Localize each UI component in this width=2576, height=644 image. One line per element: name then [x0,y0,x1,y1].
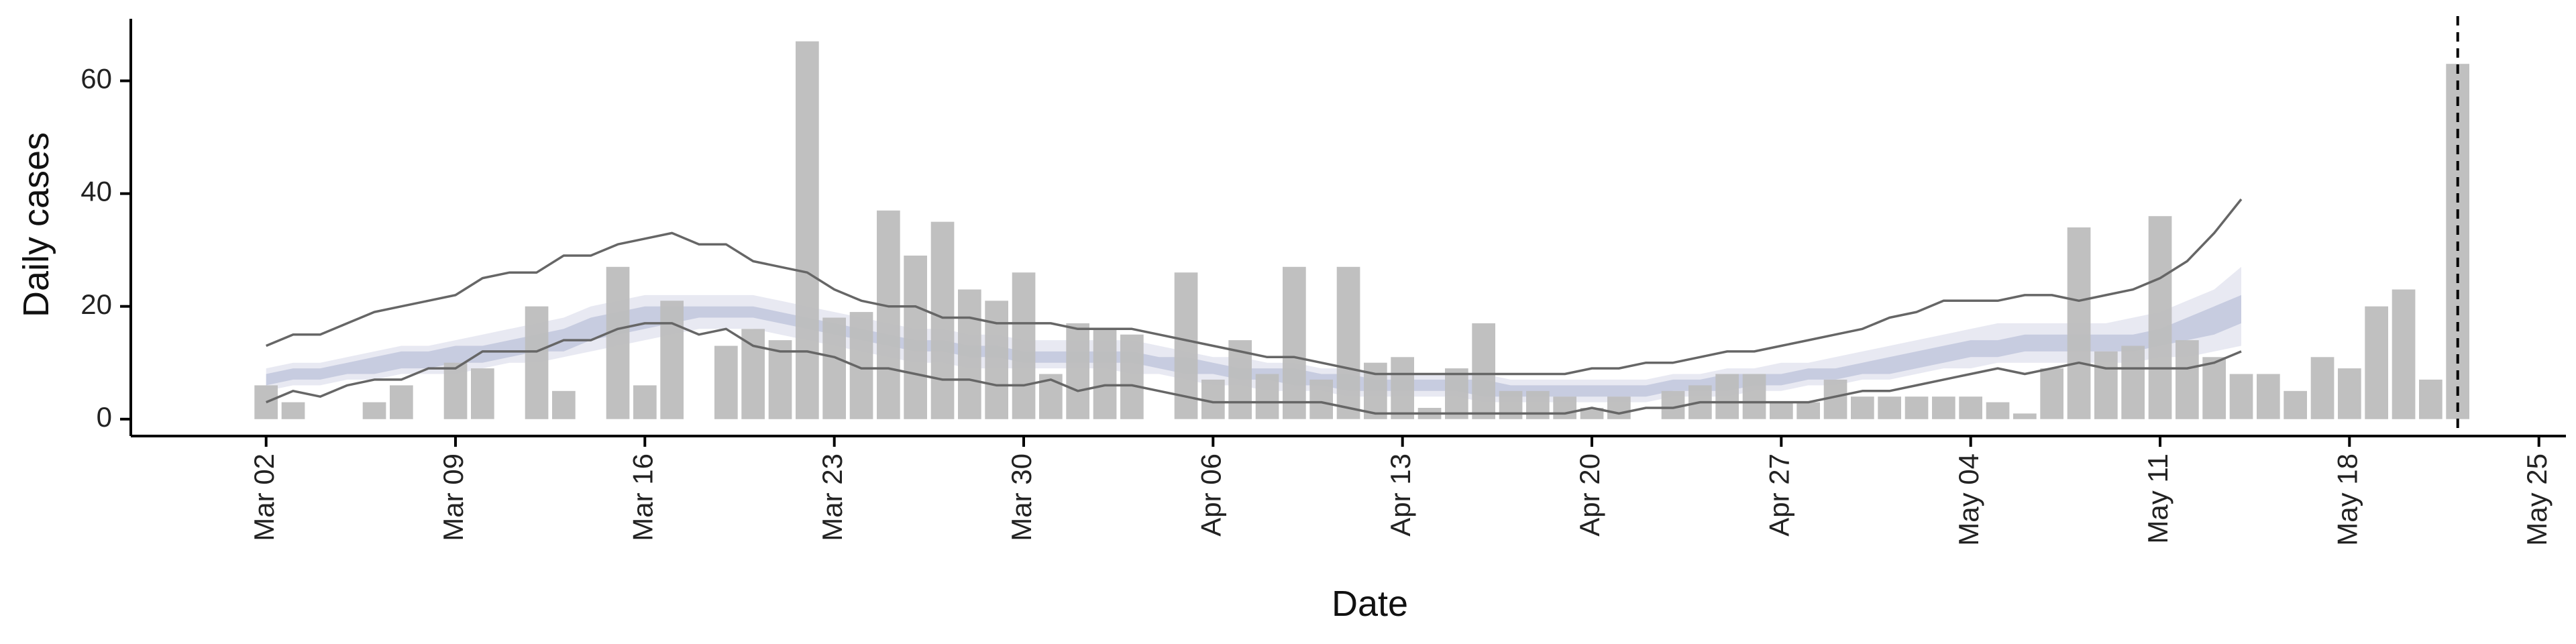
case-bar [2148,216,2172,419]
case-bar [1770,402,1793,419]
x-tick-label: May 25 [2521,453,2553,546]
case-bar [1445,368,1468,419]
case-bar [1878,396,1901,419]
inner-band-area [266,294,2242,397]
daily-case-bars [254,41,2469,419]
case-bar [2257,374,2280,419]
outer-uncertainty-band [266,266,2242,402]
case-bar [1309,379,1333,419]
case-bar [958,289,981,419]
y-axis-ticks: 0 20 40 60 [80,63,131,433]
case-bar [1796,402,1820,419]
case-bar [2067,227,2091,419]
case-bar [1580,408,1604,419]
outer-band-area [266,266,2242,402]
case-bar [1255,374,1279,419]
x-tick-label: Mar 16 [627,453,658,541]
case-bar [796,41,819,419]
case-bar [281,402,305,419]
case-bar [1742,374,1766,419]
case-bar [985,301,1008,419]
case-bar [254,385,278,419]
case-bar [2040,368,2063,419]
case-bar [1904,396,1929,419]
x-tick-label: Mar 23 [816,453,848,541]
case-bar [1066,323,1089,419]
case-bar [2229,374,2253,419]
x-tick-label: Apr 13 [1385,453,1416,537]
case-bar [1932,396,1955,419]
case-bar [471,368,494,419]
case-bar [1012,272,1036,419]
case-bar [1283,266,1306,419]
x-tick-label: Apr 20 [1574,453,1605,537]
case-bar [1391,357,1414,419]
case-bar [1851,396,1874,419]
case-bar [1472,323,1495,419]
case-bar [1553,396,1576,419]
x-tick-label: Apr 27 [1763,453,1794,537]
case-bar [1607,396,1631,419]
case-bar [1499,390,1523,419]
case-bar [2284,390,2307,419]
case-bar [660,301,684,419]
case-bar [1120,334,1144,419]
x-tick-label: May 04 [1953,453,1984,546]
case-bar [606,266,630,419]
case-bar [877,210,900,419]
y-tick-label: 60 [80,63,112,95]
case-bar [2419,379,2443,419]
case-bar [2202,357,2226,419]
case-bar [930,221,955,419]
case-bar [2121,345,2145,419]
case-bar [2094,351,2118,419]
interval-lines [266,198,2243,415]
x-axis-title: Date [1332,584,1408,624]
case-bar [362,402,386,419]
lower-interval-line [266,322,2242,415]
case-bar [2176,340,2199,419]
x-tick-label: Mar 30 [1006,453,1037,541]
x-tick-label: Mar 09 [437,453,469,541]
x-axis-ticks: Mar 02 Mar 09 Mar 16 Mar 23 Mar 30 Apr 06 Apr … [248,436,2553,546]
x-tick-label: May 18 [2331,453,2363,546]
y-tick-label: 0 [97,401,112,433]
case-bar [2013,413,2037,419]
y-axis-title: Daily cases [16,132,56,317]
inner-uncertainty-band [266,294,2242,397]
case-bar [390,385,413,419]
x-tick-label: Apr 06 [1195,453,1226,537]
case-bar [768,340,792,419]
case-bar [2310,357,2334,419]
case-bar [1959,396,1982,419]
case-bar [1201,379,1225,419]
case-bar [1715,374,1739,419]
case-bar [2338,368,2361,419]
case-bar [2365,306,2388,419]
case-bar [714,345,738,419]
y-tick-label: 40 [80,176,112,207]
case-bar [1093,329,1117,419]
case-bar [1526,390,1550,419]
case-bar [1986,402,2010,419]
case-bar [552,390,576,419]
y-tick-label: 20 [80,288,112,320]
case-bar [1336,266,1360,419]
x-tick-label: May 11 [2142,453,2174,544]
case-bar [525,306,549,419]
case-bar [822,317,846,419]
case-bar [2392,289,2416,419]
case-bar [633,385,657,419]
case-bar [741,329,765,419]
x-tick-label: Mar 02 [248,453,280,541]
case-bar [443,362,468,419]
upper-interval-line [266,198,2243,376]
case-bar [904,256,927,419]
